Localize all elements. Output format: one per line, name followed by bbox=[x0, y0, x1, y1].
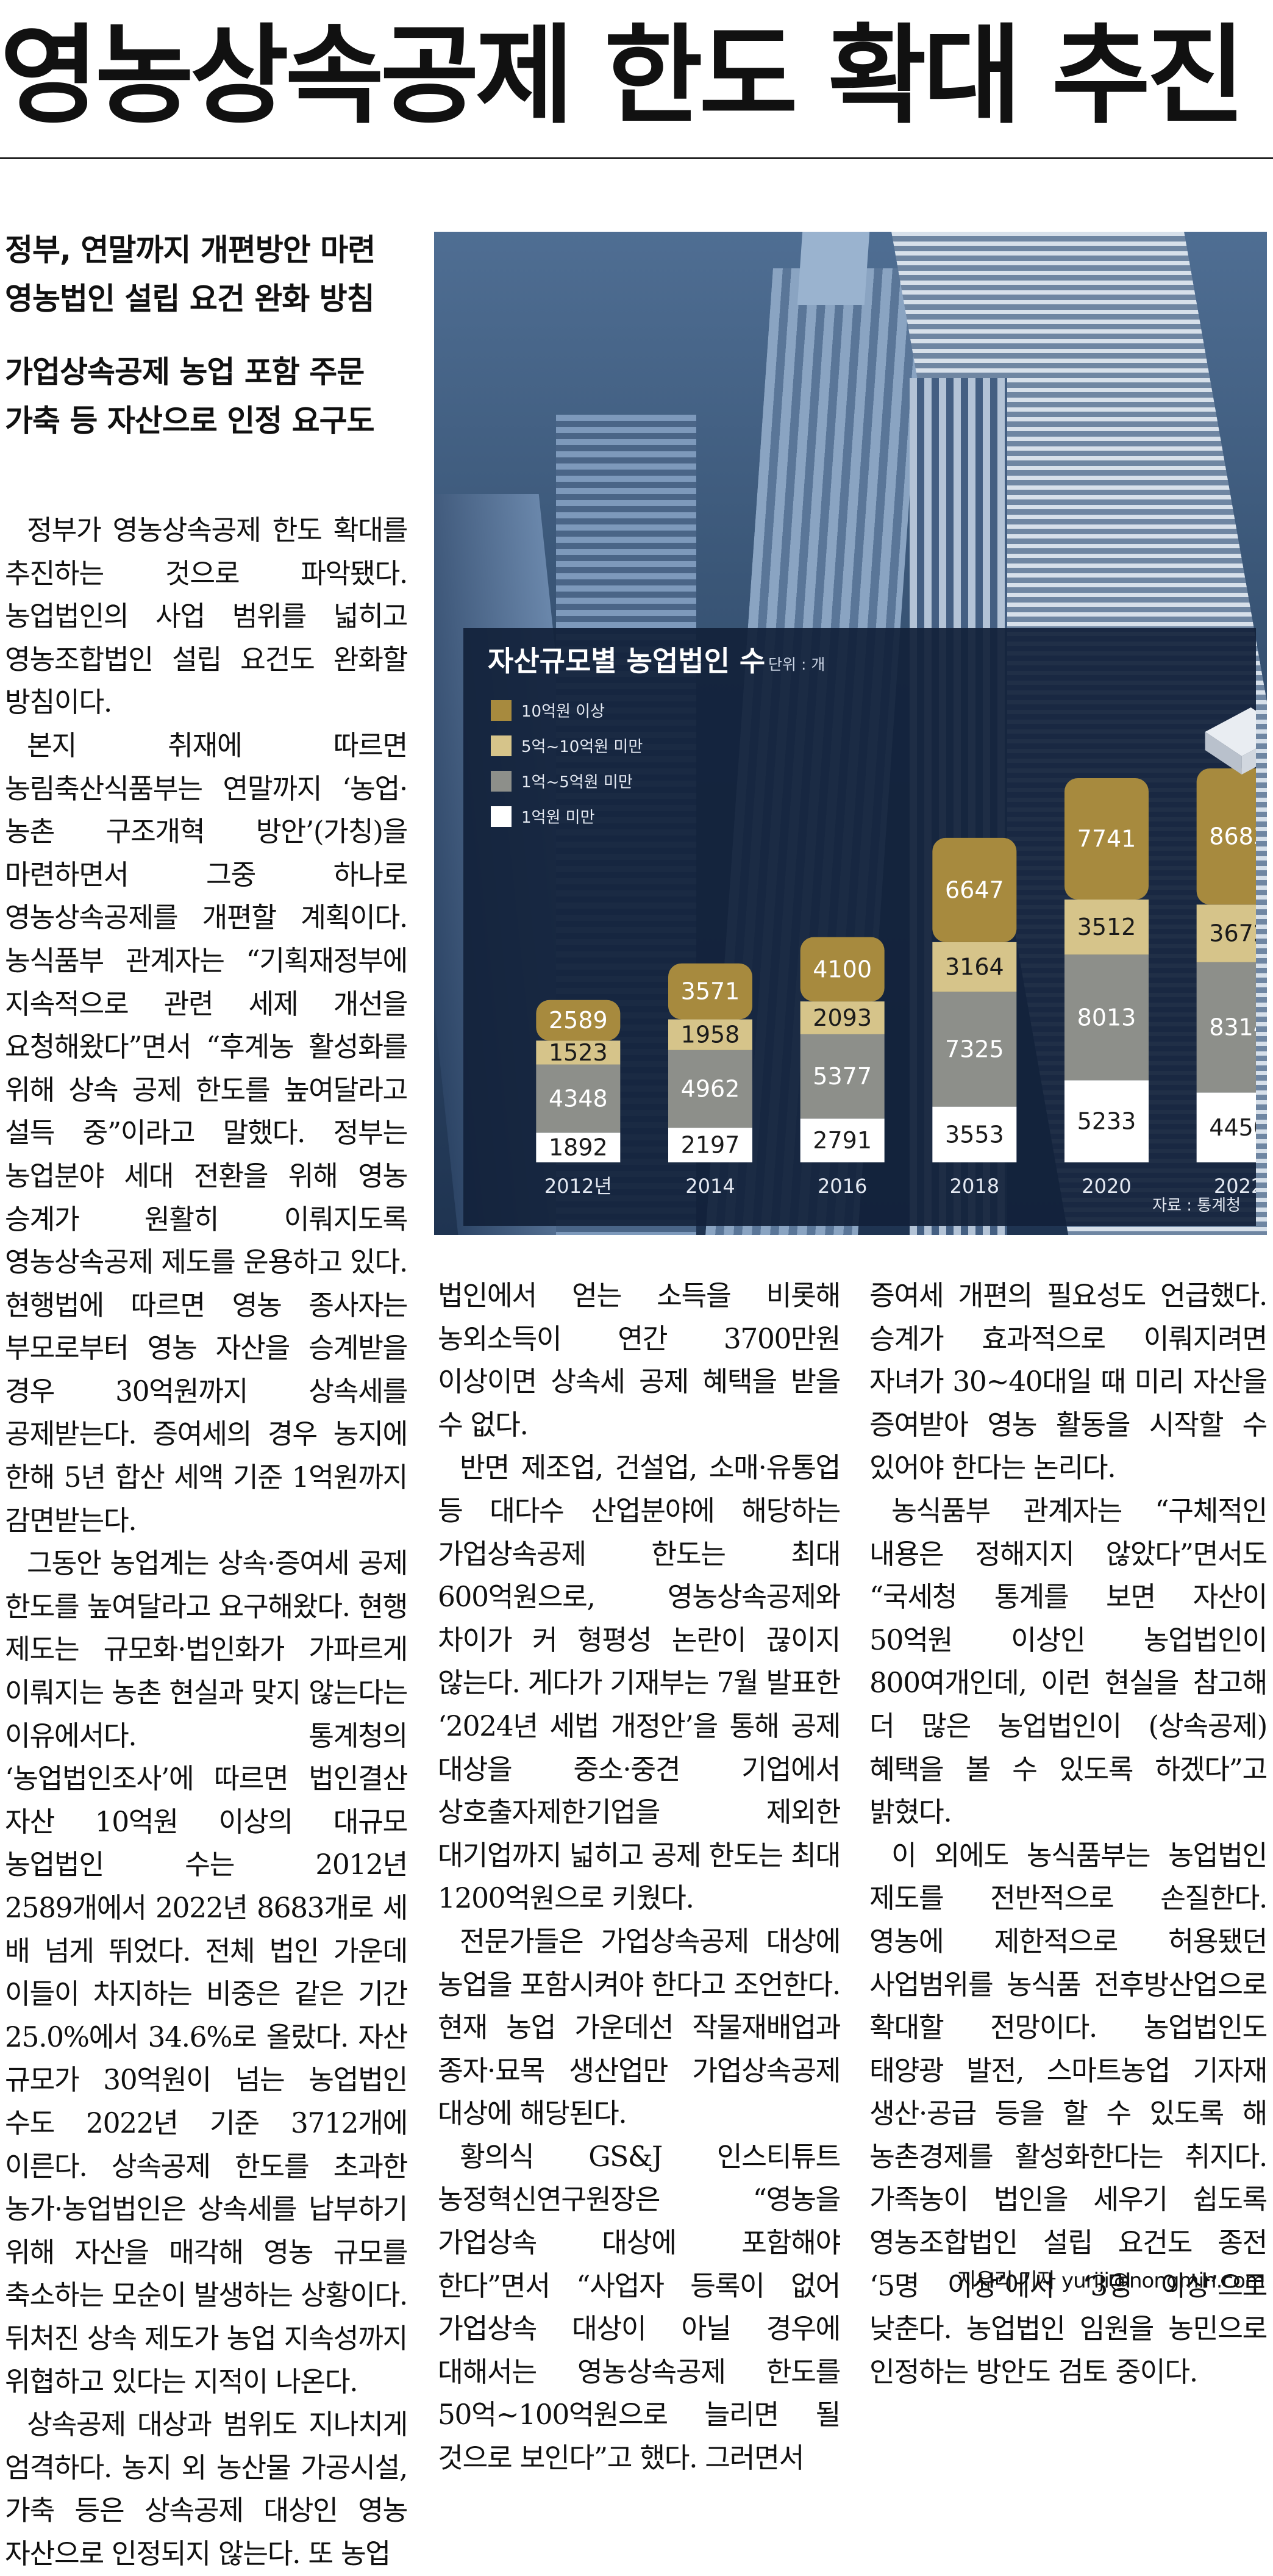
data-label: 8683 bbox=[1209, 823, 1256, 850]
data-label: 5233 bbox=[1077, 1108, 1136, 1135]
article-paragraph: 상속공제 대상과 범위도 지나치게 엄격하다. 농지 외 농산물 가공시설, 가… bbox=[5, 2408, 408, 2570]
chart-unit: 단위 : 개 bbox=[768, 656, 825, 673]
x-tick-label: 2012년 bbox=[544, 1175, 612, 1198]
bar-segment bbox=[668, 1128, 752, 1162]
legend-label: 1억원 미만 bbox=[521, 809, 595, 827]
subhead-2: 영농법인 설립 요건 완화 방침 bbox=[5, 281, 375, 317]
data-label: 2197 bbox=[681, 1132, 740, 1159]
headline-rule bbox=[0, 157, 1273, 159]
bar-segment bbox=[1064, 900, 1149, 955]
bar-segment bbox=[932, 992, 1017, 1107]
box-icon-side bbox=[1205, 732, 1242, 775]
article-paragraph: 정부가 영농상속공제 한도 확대를 추진하는 것으로 파악됐다. 농업법인의 사… bbox=[5, 514, 408, 719]
chart-title: 자산규모별 농업법인 수 bbox=[488, 645, 765, 678]
article-paragraph: 농식품부 관계자는 “구체적인 내용은 정해지지 않았다”면서도 “국세청 통계… bbox=[869, 1494, 1268, 1829]
bar-segment bbox=[800, 937, 885, 1002]
stacked-bar-chart: 자산규모별 농업법인 수 단위 : 개 10억원 이상 5억~10억원 미만 1억~5억… bbox=[488, 645, 1256, 1215]
article-paragraph: 전문가들은 가업상속공제 대상에 농업을 포함시켜야 한다고 조언한다. 현재 … bbox=[438, 1925, 841, 2130]
data-label: 2589 bbox=[549, 1007, 608, 1034]
data-label: 5377 bbox=[813, 1063, 872, 1090]
data-label: 4348 bbox=[549, 1085, 608, 1112]
data-label: 3164 bbox=[945, 954, 1004, 981]
bar-segment bbox=[932, 942, 1017, 992]
article-column-1: 정부가 영농상속공제 한도 확대를 추진하는 것으로 파악됐다. 농업법인의 사… bbox=[5, 509, 408, 2576]
data-label: 1523 bbox=[549, 1039, 608, 1066]
chart-source: 자료 : 통계청 bbox=[1152, 1197, 1241, 1215]
bar-segment bbox=[1196, 904, 1256, 962]
data-label: 4100 bbox=[813, 956, 872, 982]
bar-segment bbox=[536, 1064, 621, 1133]
data-label: 4450 bbox=[1209, 1114, 1256, 1141]
legend-swatch bbox=[491, 735, 512, 756]
data-label: 4962 bbox=[681, 1076, 740, 1103]
bar-segment bbox=[668, 963, 752, 1020]
data-label: 7741 bbox=[1077, 825, 1136, 852]
bar-segment bbox=[932, 1106, 1017, 1162]
bar-segment bbox=[668, 1019, 752, 1050]
data-label: 8314 bbox=[1209, 1014, 1256, 1041]
data-label: 1892 bbox=[549, 1134, 608, 1161]
data-label: 3571 bbox=[681, 978, 740, 1005]
bar-segment bbox=[536, 1000, 621, 1041]
x-tick-label: 2022 bbox=[1214, 1175, 1256, 1198]
article-paragraph: 이 외에도 농식품부는 농업법인 제도를 전반적으로 손질한다. 영농에 제한적… bbox=[869, 1839, 1268, 2388]
data-label: 3672 bbox=[1209, 920, 1256, 947]
legend-label: 5억~10억원 미만 bbox=[521, 738, 643, 756]
article-paragraph: 법인에서 얻는 소득을 비롯해 농외소득이 연간 3700만원 이상이면 상속세… bbox=[438, 1279, 841, 1441]
legend-swatch bbox=[491, 806, 512, 827]
x-tick-label: 2018 bbox=[950, 1175, 999, 1198]
x-tick-label: 2020 bbox=[1082, 1175, 1131, 1198]
data-label: 3512 bbox=[1077, 914, 1136, 940]
bar-segment bbox=[800, 1118, 885, 1162]
subhead-3: 가업상속공제 농업 포함 주문 bbox=[5, 354, 365, 390]
box-icon-front bbox=[1241, 748, 1256, 775]
bar-segment bbox=[536, 1132, 621, 1162]
legend-swatch bbox=[491, 700, 512, 721]
headline: 영농상속공제 한도 확대 추진 bbox=[0, 13, 1246, 138]
article-paragraph: 황의식 GS&J 인스티튜트 농정혁신연구원장은 “영농을 가업상속 대상에 포… bbox=[438, 2140, 841, 2475]
bar-segment bbox=[1196, 768, 1256, 905]
byline: 지유리 기자 yuriji@nongmin.com bbox=[957, 2269, 1265, 2293]
x-tick-label: 2014 bbox=[685, 1175, 735, 1198]
article-column-3: 증여세 개편의 필요성도 언급했다. 승계가 효과적으로 이뤄지려면 자녀가 3… bbox=[869, 1275, 1268, 2394]
article-paragraph: 그동안 농업계는 상속·증여세 공제 한도를 높여달라고 요구해왔다. 현행 제… bbox=[5, 1547, 408, 2398]
legend-swatch bbox=[491, 771, 512, 792]
bar-segment bbox=[932, 837, 1017, 942]
subhead-1: 정부, 연말까지 개편방안 마련 bbox=[5, 232, 376, 268]
article-column-2: 법인에서 얻는 소득을 비롯해 농외소득이 연간 3700만원 이상이면 상속세… bbox=[438, 1275, 841, 2480]
data-label: 6647 bbox=[945, 876, 1004, 903]
bar-segment bbox=[1196, 1092, 1256, 1162]
bar-segment bbox=[1064, 954, 1149, 1081]
bar-segment bbox=[668, 1050, 752, 1128]
article-paragraph: 본지 취재에 따르면 농림축산식품부는 연말까지 ‘농업·농촌 구조개혁 방안’… bbox=[5, 729, 408, 1537]
data-label: 3553 bbox=[945, 1121, 1004, 1148]
x-tick-label: 2016 bbox=[818, 1175, 867, 1198]
bar-segment bbox=[1064, 778, 1149, 900]
article-paragraph: 증여세 개편의 필요성도 언급했다. 승계가 효과적으로 이뤄지려면 자녀가 3… bbox=[869, 1279, 1268, 1484]
subhead-4: 가축 등 자산으로 인정 요구도 bbox=[5, 403, 375, 438]
data-label: 8013 bbox=[1077, 1004, 1136, 1031]
article-paragraph: 반면 제조업, 건설업, 소매·유통업 등 대다수 산업분야에 해당하는 가업상… bbox=[438, 1451, 841, 1915]
bar-segment bbox=[536, 1040, 621, 1065]
chart-panel: 자산규모별 농업법인 수 단위 : 개 10억원 이상 5억~10억원 미만 1억~5억… bbox=[463, 628, 1256, 1226]
bar-segment bbox=[1064, 1080, 1149, 1162]
data-label: 2093 bbox=[813, 1004, 872, 1031]
legend-label: 1억~5억원 미만 bbox=[521, 773, 633, 792]
box-icon bbox=[1205, 707, 1256, 756]
bar-segment bbox=[800, 1034, 885, 1119]
data-label: 7325 bbox=[945, 1036, 1004, 1062]
bar-segment bbox=[800, 1001, 885, 1034]
bar-segment bbox=[1196, 962, 1256, 1093]
data-label: 1958 bbox=[681, 1021, 740, 1048]
legend-label: 10억원 이상 bbox=[521, 703, 605, 721]
data-label: 2791 bbox=[813, 1127, 872, 1154]
